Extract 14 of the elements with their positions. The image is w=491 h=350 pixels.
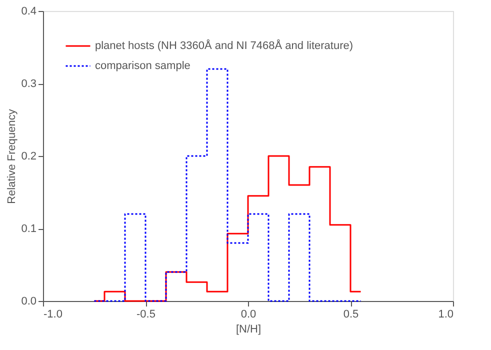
y-tick-label: 0.1 (21, 223, 36, 235)
x-tick-label: -0.5 (136, 308, 156, 320)
y-tick-label: 0.3 (21, 78, 36, 90)
x-tick-label: 1.0 (438, 308, 454, 320)
x-tick-label: 0.5 (343, 308, 359, 320)
y-tick-label: 0.2 (21, 150, 36, 162)
y-axis-title: Relative Frequency (6, 108, 18, 204)
x-axis-title: [N/H] (236, 324, 262, 336)
x-tick-label: 0.0 (240, 308, 256, 320)
y-tick-label: 0.0 (21, 296, 36, 308)
x-tick-label: -1.0 (44, 308, 62, 320)
legend-label: planet hosts (NH 3360Å and NI 7468Å and literature) (95, 39, 354, 52)
y-tick-label: 0.4 (21, 6, 36, 18)
legend-label: comparison sample (95, 60, 190, 72)
